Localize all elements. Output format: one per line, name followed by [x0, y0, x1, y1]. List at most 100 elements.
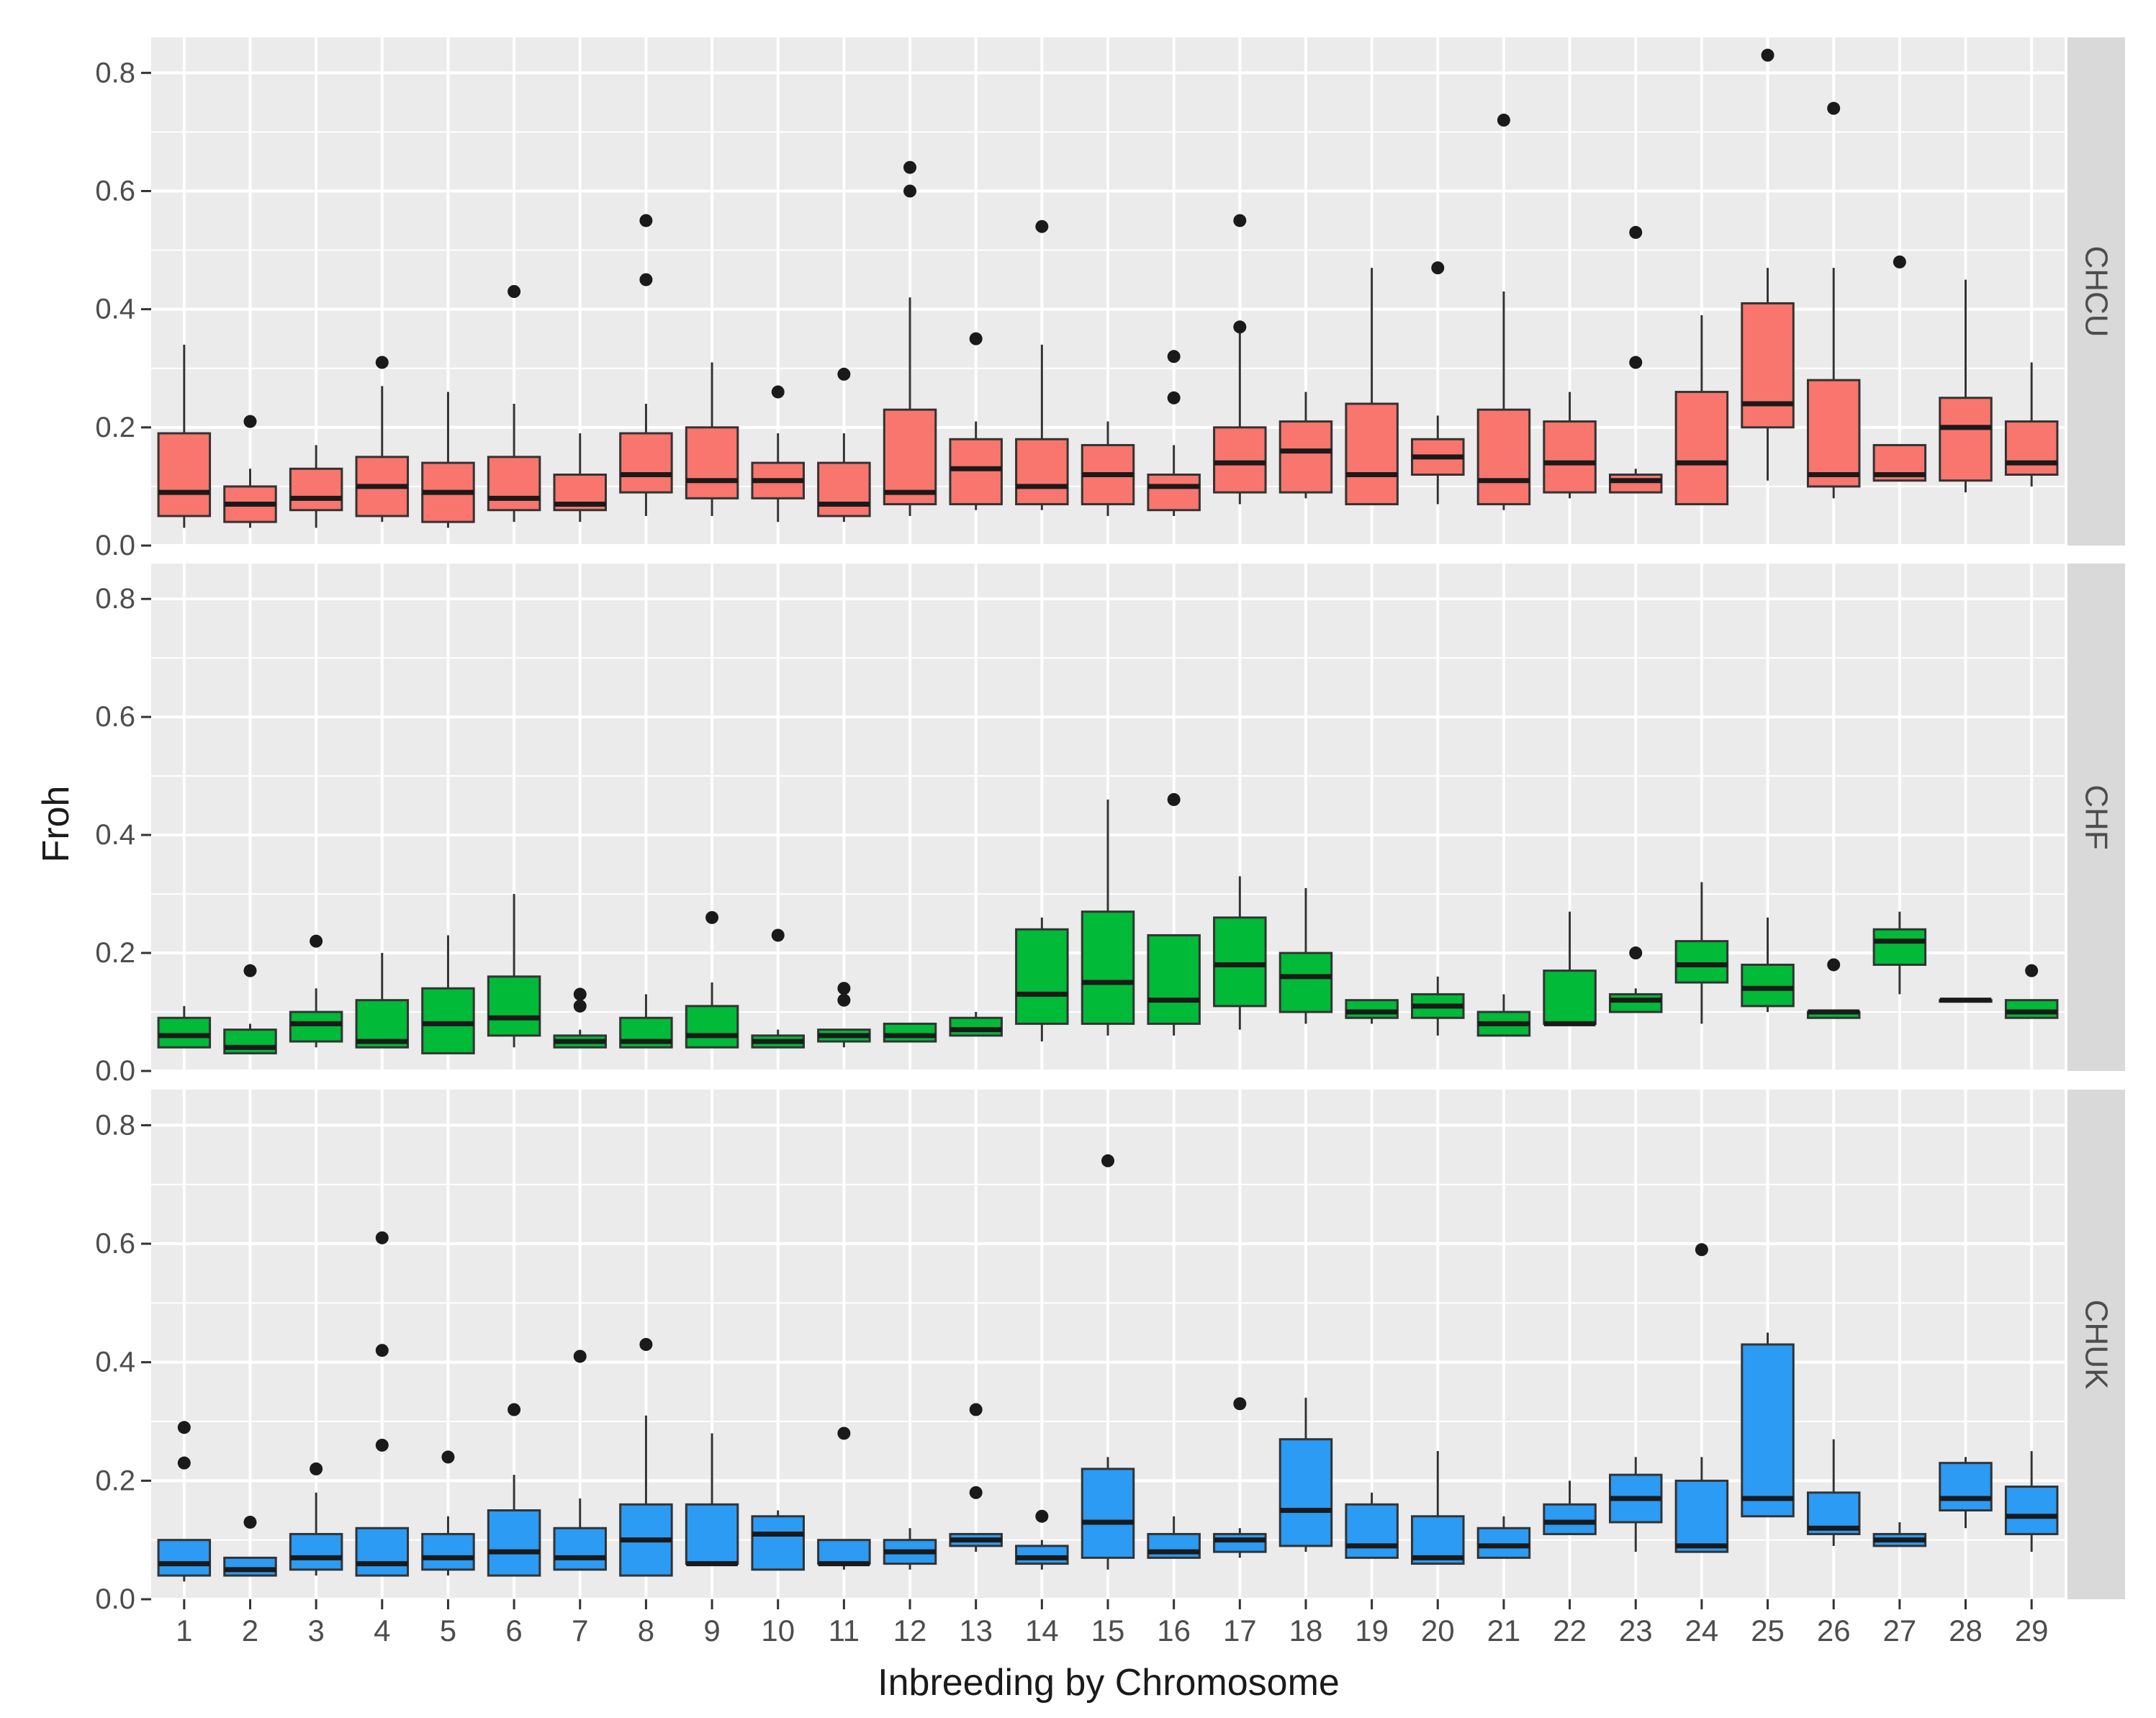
x-tick-label: 27	[1883, 1614, 1917, 1647]
y-tick-label: 0.8	[95, 583, 135, 615]
y-tick-label: 0.8	[95, 57, 135, 89]
x-tick-label: 8	[638, 1614, 654, 1647]
box-chr-1	[157, 1421, 212, 1582]
box-chr-4	[355, 1231, 410, 1577]
box-iqr	[355, 1527, 410, 1577]
box-iqr	[1345, 402, 1399, 506]
y-tick-label: 0.4	[95, 294, 135, 325]
box-iqr	[685, 1005, 739, 1049]
box-iqr	[1147, 933, 1201, 1025]
box-chr-17	[1213, 1397, 1267, 1558]
outlier-point	[1695, 1243, 1708, 1257]
box-iqr	[1872, 928, 1927, 966]
box-chr-14	[1015, 917, 1069, 1042]
box-iqr	[223, 1556, 277, 1577]
outlier-point	[837, 1427, 851, 1440]
box-chr-13	[949, 1403, 1003, 1552]
box-chr-1	[157, 344, 212, 528]
box-iqr	[1741, 1343, 1795, 1518]
box-iqr	[883, 1022, 937, 1043]
outlier-point	[705, 910, 719, 924]
outlier-point	[1761, 48, 1774, 62]
y-tick-label: 0.2	[95, 1465, 135, 1496]
box-chr-15	[1081, 421, 1135, 516]
box-iqr	[421, 987, 475, 1054]
box-iqr	[1543, 1503, 1597, 1535]
x-tick-label: 5	[440, 1614, 456, 1647]
outlier-point	[771, 928, 785, 942]
box-chr-23	[1608, 946, 1663, 1013]
box-chr-8	[619, 994, 673, 1049]
outlier-point	[1233, 320, 1247, 334]
box-chr-6	[487, 894, 541, 1048]
outlier-point	[1035, 1509, 1049, 1523]
x-tick-label: 9	[703, 1614, 720, 1647]
outlier-point	[1167, 792, 1181, 806]
box-chr-25	[1741, 917, 1795, 1013]
y-tick-label: 0.0	[95, 530, 135, 561]
box-chr-4	[355, 356, 410, 523]
box-iqr	[2004, 999, 2059, 1019]
box-iqr	[1741, 302, 1795, 429]
box-chr-2	[223, 415, 277, 528]
x-tick-label: 26	[1817, 1614, 1851, 1647]
box-chr-22	[1543, 911, 1597, 1026]
box-iqr	[487, 975, 541, 1037]
box-iqr	[421, 1532, 475, 1571]
facet-strip	[2067, 1090, 2125, 1599]
box-chr-16	[1147, 1516, 1201, 1559]
box-chr-22	[1543, 392, 1597, 499]
y-tick-label: 0.6	[95, 1228, 135, 1260]
box-chr-25	[1741, 48, 1795, 481]
box-iqr	[1278, 951, 1333, 1013]
outlier-point	[375, 1344, 389, 1357]
x-tick-label: 10	[761, 1614, 795, 1647]
outlier-point	[903, 161, 917, 174]
x-tick-label: 18	[1289, 1614, 1323, 1647]
box-iqr	[883, 408, 937, 506]
box-iqr	[1939, 1462, 1993, 1512]
box-chr-22	[1543, 1480, 1597, 1535]
box-chr-13	[949, 1012, 1003, 1037]
outlier-point	[1629, 356, 1643, 369]
outlier-point	[969, 1486, 983, 1499]
box-iqr	[1015, 1545, 1069, 1565]
outlier-point	[969, 1403, 983, 1416]
box-iqr	[1543, 420, 1597, 494]
facet-panels: CHCU 0.0 0.2 0.4 0.6 0.8 CHF 0.0 0.2 0.4 0.6 0.8 CHU…	[95, 37, 2125, 1647]
facet-label: CHUK	[2079, 1300, 2114, 1390]
box-chr-3	[289, 445, 343, 528]
x-tick-label: 6	[505, 1614, 522, 1647]
outlier-point	[508, 285, 521, 298]
panel-chcu: CHCU 0.0 0.2 0.4 0.6 0.8	[95, 37, 2125, 561]
outlier-point	[508, 1403, 521, 1416]
box-chr-8	[619, 1338, 673, 1577]
box-chr-1	[157, 1005, 212, 1049]
box-chr-26	[1806, 101, 1861, 499]
box-chr-8	[619, 214, 673, 516]
box-chr-14	[1015, 1509, 1069, 1570]
outlier-point	[243, 964, 257, 977]
box-chr-7	[553, 433, 608, 523]
outlier-point	[639, 1338, 653, 1351]
box-iqr	[487, 1509, 541, 1577]
box-iqr	[1278, 1438, 1333, 1547]
outlier-point	[639, 273, 653, 286]
box-chr-21	[1476, 1516, 1531, 1559]
box-chr-13	[949, 332, 1003, 510]
box-iqr	[157, 1016, 212, 1049]
box-chr-27	[1872, 1522, 1927, 1547]
outlier-point	[1101, 1154, 1114, 1167]
outlier-point	[1431, 261, 1445, 275]
box-chr-23	[1608, 225, 1663, 494]
x-tick-label: 22	[1553, 1614, 1587, 1647]
box-iqr	[1476, 408, 1531, 506]
box-chr-16	[1147, 350, 1201, 516]
outlier-point	[375, 356, 389, 369]
box-iqr	[1081, 910, 1135, 1025]
box-chr-19	[1345, 268, 1399, 506]
outlier-point	[771, 385, 785, 399]
box-chr-27	[1872, 911, 1927, 995]
